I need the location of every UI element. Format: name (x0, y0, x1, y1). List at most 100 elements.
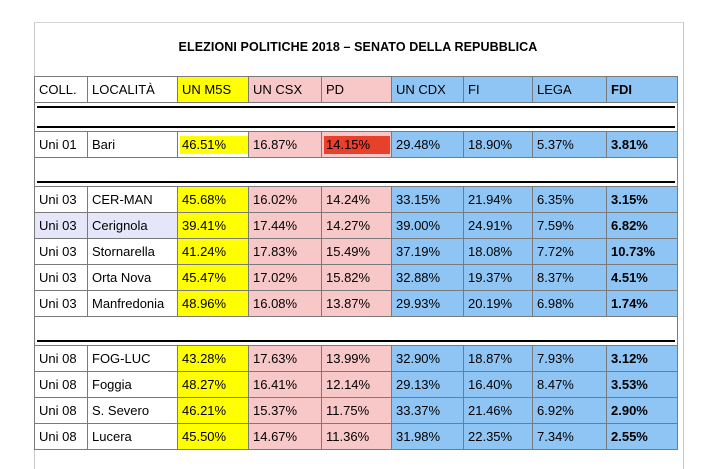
header-coll: COLL. (34, 76, 88, 103)
cell-lega: 5.37% (532, 131, 607, 158)
table-row: Uni 03 Manfredonia 48.96% 16.08% 13.87% … (34, 290, 678, 317)
cell-cdx: 33.15% (391, 186, 464, 213)
cell-localita: S. Severo (87, 397, 178, 424)
header-lega: LEGA (532, 76, 607, 103)
cell-fi: 22.35% (463, 423, 533, 450)
cell-pd: 15.82% (321, 264, 392, 291)
cell-lega: 7.59% (532, 212, 607, 239)
cell-pd-highlight: 14.15% (324, 135, 390, 154)
cell-pd: 13.99% (321, 345, 392, 372)
cell-fi: 18.08% (463, 238, 533, 265)
cell-localita: CER-MAN (87, 186, 178, 213)
cell-localita: Orta Nova (87, 264, 178, 291)
cell-coll: Uni 03 (34, 290, 88, 317)
cell-cdx: 39.00% (391, 212, 464, 239)
table-row: Uni 08 Lucera 45.50% 14.67% 11.36% 31.98… (34, 423, 678, 450)
cell-lega: 6.92% (532, 397, 607, 424)
cell-fdi: 2.55% (606, 423, 678, 450)
cell-fdi: 2.90% (606, 397, 678, 424)
cell-fi: 21.94% (463, 186, 533, 213)
header-un-csx: UN CSX (248, 76, 322, 103)
cell-coll: Uni 08 (34, 371, 88, 398)
group-separator (34, 316, 678, 346)
cell-pd: 12.14% (321, 371, 392, 398)
cell-coll: Uni 03 (34, 186, 88, 213)
cell-fi: 18.87% (463, 345, 533, 372)
cell-lega: 7.72% (532, 238, 607, 265)
cell-csx: 16.08% (248, 290, 322, 317)
cell-fdi: 4.51% (606, 264, 678, 291)
cell-csx: 17.44% (248, 212, 322, 239)
cell-cdx: 32.88% (391, 264, 464, 291)
cell-cdx: 29.48% (391, 131, 464, 158)
header-row: COLL. LOCALITÀ UN M5S UN CSX PD UN CDX F… (34, 76, 678, 103)
cell-m5s: 48.96% (177, 290, 249, 317)
cell-pd: 14.27% (321, 212, 392, 239)
table-row: Uni 03 Cerignola 39.41% 17.44% 14.27% 39… (34, 212, 678, 239)
cell-m5s: 41.24% (177, 238, 249, 265)
cell-coll: Uni 01 (34, 131, 88, 158)
table-row: Uni 08 Foggia 48.27% 16.41% 12.14% 29.13… (34, 371, 678, 398)
cell-lega: 7.93% (532, 345, 607, 372)
group-separator (34, 102, 678, 132)
cell-csx: 16.87% (248, 131, 322, 158)
cell-m5s: 39.41% (177, 212, 249, 239)
header-fi: FI (463, 76, 533, 103)
cell-fdi: 3.12% (606, 345, 678, 372)
header-localita: LOCALITÀ (87, 76, 178, 103)
table-row: Uni 01 Bari 46.51% 16.87% 14.15% 29.48% … (34, 131, 678, 158)
cell-localita: Cerignola (87, 212, 178, 239)
cell-coll: Uni 03 (34, 212, 88, 239)
cell-pd: 15.49% (321, 238, 392, 265)
cell-pd: 14.24% (321, 186, 392, 213)
cell-fi: 19.37% (463, 264, 533, 291)
header-un-cdx: UN CDX (391, 76, 464, 103)
cell-coll: Uni 03 (34, 238, 88, 265)
cell-localita: Stornarella (87, 238, 178, 265)
group-separator (34, 157, 678, 187)
cell-m5s: 46.51% (177, 131, 249, 158)
cell-m5s: 45.47% (177, 264, 249, 291)
cell-cdx: 29.13% (391, 371, 464, 398)
cell-coll: Uni 08 (34, 397, 88, 424)
cell-fdi: 3.81% (606, 131, 678, 158)
cell-localita: Lucera (87, 423, 178, 450)
cell-csx: 16.02% (248, 186, 322, 213)
cell-fdi: 1.74% (606, 290, 678, 317)
header-un-m5s: UN M5S (177, 76, 249, 103)
cell-m5s: 46.21% (177, 397, 249, 424)
cell-coll: Uni 08 (34, 345, 88, 372)
cell-m5s: 45.50% (177, 423, 249, 450)
cell-m5s: 48.27% (177, 371, 249, 398)
cell-lega: 8.37% (532, 264, 607, 291)
cell-cdx: 29.93% (391, 290, 464, 317)
cell-cdx: 32.90% (391, 345, 464, 372)
cell-localita: Bari (87, 131, 178, 158)
header-fdi: FDI (606, 76, 678, 103)
cell-m5s: 45.68% (177, 186, 249, 213)
cell-coll: Uni 03 (34, 264, 88, 291)
cell-fi: 24.91% (463, 212, 533, 239)
cell-csx: 17.83% (248, 238, 322, 265)
results-table: COLL. LOCALITÀ UN M5S UN CSX PD UN CDX F… (34, 76, 678, 450)
cell-fi: 20.19% (463, 290, 533, 317)
cell-csx: 17.02% (248, 264, 322, 291)
cell-lega: 6.98% (532, 290, 607, 317)
cell-cdx: 33.37% (391, 397, 464, 424)
cell-cdx: 37.19% (391, 238, 464, 265)
table-row: Uni 03 CER-MAN 45.68% 16.02% 14.24% 33.1… (34, 186, 678, 213)
cell-cdx: 31.98% (391, 423, 464, 450)
cell-localita: FOG-LUC (87, 345, 178, 372)
cell-localita: Foggia (87, 371, 178, 398)
cell-csx: 16.41% (248, 371, 322, 398)
cell-lega: 8.47% (532, 371, 607, 398)
cell-pd: 11.75% (321, 397, 392, 424)
table-row: Uni 03 Stornarella 41.24% 17.83% 15.49% … (34, 238, 678, 265)
cell-lega: 6.35% (532, 186, 607, 213)
table-title: ELEZIONI POLITICHE 2018 – SENATO DELLA R… (178, 40, 538, 54)
cell-fi: 18.90% (463, 131, 533, 158)
cell-m5s-highlight: 46.51% (180, 135, 248, 154)
cell-fdi: 10.73% (606, 238, 678, 265)
cell-pd: 13.87% (321, 290, 392, 317)
cell-pd: 14.15% (321, 131, 392, 158)
